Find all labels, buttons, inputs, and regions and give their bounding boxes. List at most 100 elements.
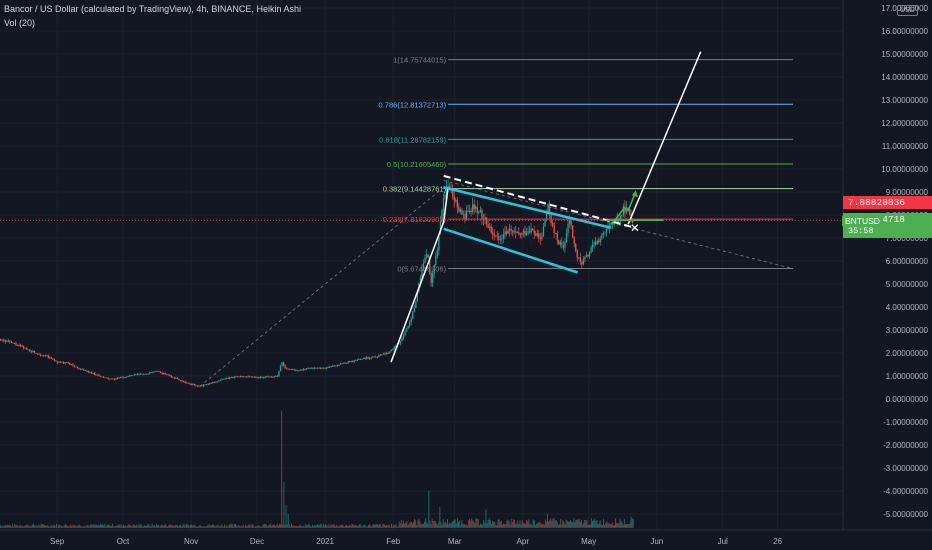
trend-drawings[interactable]	[199, 51, 794, 387]
volume-bar	[181, 526, 183, 528]
volume-bar	[462, 524, 464, 528]
volume-bar	[541, 524, 543, 528]
candle-body	[103, 376, 105, 378]
volume-bar	[476, 518, 478, 528]
candle-body	[284, 365, 286, 368]
candle-body	[487, 223, 489, 228]
volume-bar	[158, 524, 160, 528]
candle-body	[510, 228, 512, 231]
candle-body	[252, 376, 254, 378]
price-axis[interactable]: 17.00000000 16.00000000 15.00000000 14.0000…	[881, 4, 928, 519]
volume-bar	[410, 521, 412, 528]
volume-bar	[19, 525, 21, 528]
volume-bar	[260, 526, 262, 528]
candle-body	[449, 185, 451, 189]
volume-bar	[261, 526, 263, 528]
candle-body	[605, 229, 608, 233]
volume-bar	[439, 507, 441, 528]
volume-bar	[51, 526, 53, 528]
candle-body	[498, 236, 500, 240]
volume-bar	[434, 520, 436, 528]
volume-bar	[302, 526, 304, 528]
candle-body	[370, 357, 372, 359]
volume-bar	[325, 524, 327, 528]
time-axis[interactable]: Sep Oct Nov Dec 2021 Feb Mar Apr May Jun Jul 26	[50, 537, 783, 546]
volume-bar	[557, 524, 559, 528]
candle-body	[89, 371, 91, 373]
volume-bar	[398, 521, 400, 528]
cross-marker	[631, 224, 639, 232]
volume-bar	[418, 518, 420, 528]
volume-bar	[281, 410, 283, 528]
candle-body	[604, 232, 606, 234]
volume-bar	[405, 522, 407, 528]
volume-bar	[474, 523, 476, 528]
volume-indicator-label[interactable]: Vol (20)	[4, 18, 36, 28]
volume-bar	[97, 524, 99, 528]
volume-bar	[173, 526, 175, 528]
volume-bar	[13, 526, 15, 528]
volume-bar	[28, 526, 30, 528]
currency-label[interactable]: USD	[897, 5, 918, 16]
volume-bar	[196, 526, 198, 528]
candle-body	[596, 240, 598, 245]
bar-countdown: 35:58	[843, 226, 932, 238]
candle-body	[78, 368, 80, 370]
volume-bar	[265, 524, 267, 528]
candle-body	[41, 355, 43, 357]
volume-bar	[477, 519, 479, 528]
volume-bar	[426, 522, 428, 528]
candle-body	[7, 340, 9, 342]
volume-bar	[195, 526, 197, 528]
candle-body	[519, 234, 522, 236]
volume-bar	[206, 525, 208, 528]
candle-body	[432, 273, 434, 284]
volume-bar	[280, 524, 282, 528]
candle-body	[544, 219, 546, 227]
candle-body	[387, 352, 389, 354]
volume-bar	[238, 524, 240, 528]
volume-bar	[371, 526, 373, 528]
candle-body	[307, 368, 309, 369]
volume-bar	[544, 519, 546, 528]
volume-bar	[449, 522, 451, 528]
candle-body	[70, 364, 73, 365]
volume-bar	[509, 524, 511, 528]
volume-bar	[404, 523, 406, 528]
candle-body	[495, 235, 497, 237]
volume-bar	[359, 524, 361, 528]
volume-bar	[507, 519, 509, 528]
volume-bar	[486, 523, 488, 528]
volume-bar	[450, 523, 452, 528]
candle-body	[553, 224, 555, 234]
candle-body	[55, 360, 57, 362]
volume-bar	[550, 518, 552, 528]
candle-body	[49, 357, 51, 359]
candle-body	[153, 371, 156, 373]
fibonacci-retracement[interactable]: 1(14.75744015) 0.786(12.81372713) 0.618(11…	[379, 56, 793, 274]
volume-bar	[273, 524, 275, 528]
volume-bar	[293, 525, 295, 528]
candle-body	[312, 368, 314, 370]
candle-body	[575, 243, 577, 251]
candle-body	[347, 361, 349, 364]
candle-body	[467, 210, 469, 212]
volume-bar	[255, 526, 257, 528]
candlesticks	[0, 179, 634, 388]
volume-bar	[341, 524, 343, 528]
volume-bar	[208, 523, 210, 528]
x-tick-label: Apr	[517, 537, 530, 546]
volume-bar	[127, 525, 129, 528]
volume-bar	[47, 524, 49, 528]
volume-bar	[382, 523, 384, 528]
volume-bar	[337, 526, 339, 528]
candle-body	[361, 359, 363, 360]
volume-bar	[428, 491, 430, 528]
volume-bar	[172, 525, 174, 528]
drawing-dashed	[443, 180, 794, 269]
volume-bar	[362, 525, 364, 528]
candle-body	[72, 364, 74, 366]
volume-bar	[190, 524, 192, 528]
candle-body	[369, 357, 371, 359]
